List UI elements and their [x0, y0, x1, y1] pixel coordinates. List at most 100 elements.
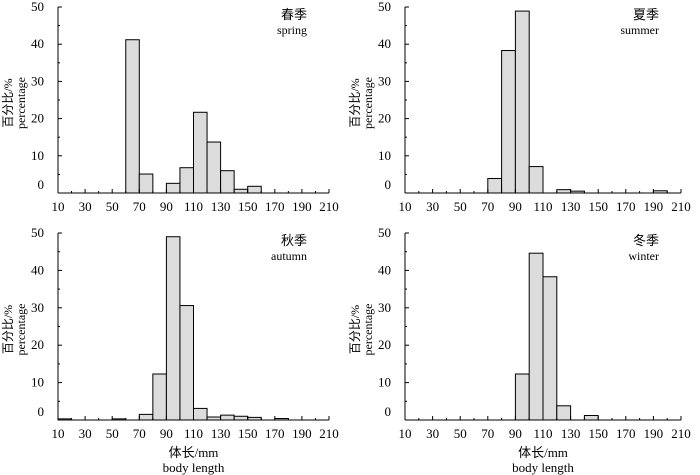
x-tick-label: 150 — [588, 426, 608, 441]
panel-title: 夏季 — [633, 7, 659, 22]
x-tick-label: 10 — [399, 426, 412, 441]
y-tick-label: 40 — [378, 36, 391, 51]
x-tick-label: 190 — [644, 199, 664, 214]
x-tick-label: 30 — [426, 426, 439, 441]
bar-spring-140 — [233, 188, 249, 194]
x-tick-label: 110 — [533, 426, 552, 441]
y-axis-label-en: percentage — [361, 77, 375, 129]
x-tick-label: 50 — [106, 199, 119, 214]
y-axis-label-cn: 百分比/% — [1, 78, 15, 127]
x-tick-label: 170 — [616, 426, 636, 441]
x-tick-label: 50 — [454, 199, 467, 214]
y-tick-label: 0 — [38, 404, 45, 419]
x-tick-label: 150 — [588, 199, 608, 214]
bar-autumn-80 — [152, 373, 167, 421]
x-tick-label: 210 — [671, 199, 691, 214]
bar-winter-100 — [528, 252, 544, 421]
bar-autumn-90 — [165, 236, 181, 421]
y-tick-label: 20 — [378, 111, 391, 126]
y-axis-label-cn: 百分比/% — [348, 78, 362, 127]
x-tick-label: 90 — [160, 426, 173, 441]
panel-title: 春季 — [281, 7, 307, 22]
bar-winter-90 — [514, 373, 530, 421]
x-axis-label-en: body length — [163, 460, 225, 475]
bar-spring-130 — [220, 170, 235, 194]
bar-autumn-110 — [193, 407, 208, 421]
bar-summer-100 — [528, 166, 544, 194]
y-tick-label: 20 — [31, 337, 44, 352]
bar-spring-90 — [165, 182, 181, 194]
chart-panel-autumn: 0 10 20 30 40 50 10 30 50 70 90 110 130 150 170 190 210 秋… — [1, 225, 339, 475]
bar-winter-140 — [583, 415, 599, 421]
x-tick-label: 190 — [644, 426, 664, 441]
y-axis-label-cn: 百分比/% — [348, 305, 362, 354]
panel-subtitle: winter — [628, 249, 659, 263]
x-tick-label: 170 — [265, 199, 285, 214]
y-tick-label: 50 — [378, 0, 391, 14]
x-axis-label-cn: 体长/mm — [518, 445, 568, 460]
x-tick-label: 30 — [79, 199, 92, 214]
y-tick-label: 30 — [378, 300, 391, 315]
x-axis-label-cn: 体长/mm — [169, 445, 219, 460]
bar-spring-70 — [138, 173, 154, 194]
x-axis-label-en: body length — [512, 460, 574, 475]
panel-title: 秋季 — [281, 233, 307, 248]
chart-panel-summer: 0 10 20 30 40 50 10 30 50 70 90 110 130 150 170 190 210 夏… — [348, 0, 691, 214]
bar-summer-80 — [501, 50, 516, 194]
bar-summer-90 — [514, 10, 530, 194]
y-tick-label: 0 — [385, 177, 392, 192]
x-tick-label: 210 — [671, 426, 691, 441]
x-tick-label: 50 — [454, 426, 467, 441]
x-tick-label: 70 — [133, 199, 146, 214]
panel-subtitle: summer — [620, 23, 659, 37]
panel-subtitle: spring — [277, 23, 307, 37]
bar-spring-100 — [179, 167, 194, 194]
y-tick-label: 30 — [31, 73, 44, 88]
bar-summer-70 — [487, 177, 503, 194]
bar-autumn-70 — [138, 413, 154, 421]
x-tick-label: 110 — [184, 199, 203, 214]
x-tick-label: 110 — [184, 426, 203, 441]
x-tick-label: 130 — [211, 426, 231, 441]
y-tick-label: 10 — [31, 375, 44, 390]
y-tick-label: 40 — [378, 262, 391, 277]
y-tick-label: 10 — [378, 375, 391, 390]
y-tick-label: 50 — [31, 0, 44, 14]
y-tick-label: 40 — [31, 36, 44, 51]
x-tick-label: 10 — [52, 426, 65, 441]
x-tick-label: 30 — [426, 199, 439, 214]
x-tick-label: 170 — [265, 426, 285, 441]
panel-subtitle: autumn — [271, 249, 307, 263]
y-tick-label: 0 — [385, 404, 392, 419]
x-tick-label: 130 — [561, 199, 581, 214]
x-tick-label: 70 — [133, 426, 146, 441]
bar-winter-110 — [542, 276, 558, 421]
bar-autumn-130 — [220, 414, 235, 421]
panel-title: 冬季 — [633, 233, 659, 248]
y-tick-label: 10 — [378, 148, 391, 163]
x-tick-label: 110 — [533, 199, 552, 214]
bar-summer-120 — [556, 189, 572, 194]
bar-spring-150 — [247, 185, 262, 194]
y-tick-label: 50 — [378, 225, 391, 240]
x-tick-label: 50 — [106, 426, 119, 441]
x-tick-label: 10 — [52, 199, 65, 214]
x-tick-label: 190 — [292, 199, 312, 214]
y-axis-label-cn: 百分比/% — [1, 305, 15, 354]
bar-autumn-140 — [233, 415, 249, 421]
x-tick-label: 90 — [509, 426, 522, 441]
x-tick-label: 210 — [319, 199, 339, 214]
x-tick-label: 70 — [481, 426, 494, 441]
x-tick-label: 30 — [79, 426, 92, 441]
y-tick-label: 10 — [31, 148, 44, 163]
chart-panel-winter: 0 10 20 30 40 50 10 30 50 70 90 110 130 150 170 190 210 冬… — [348, 225, 691, 475]
bar-spring-120 — [206, 141, 222, 194]
x-tick-label: 150 — [238, 426, 258, 441]
x-tick-label: 170 — [616, 199, 636, 214]
x-tick-label: 10 — [399, 199, 412, 214]
x-tick-label: 190 — [292, 426, 312, 441]
y-tick-label: 50 — [31, 225, 44, 240]
x-tick-label: 70 — [481, 199, 494, 214]
x-tick-label: 150 — [238, 199, 258, 214]
